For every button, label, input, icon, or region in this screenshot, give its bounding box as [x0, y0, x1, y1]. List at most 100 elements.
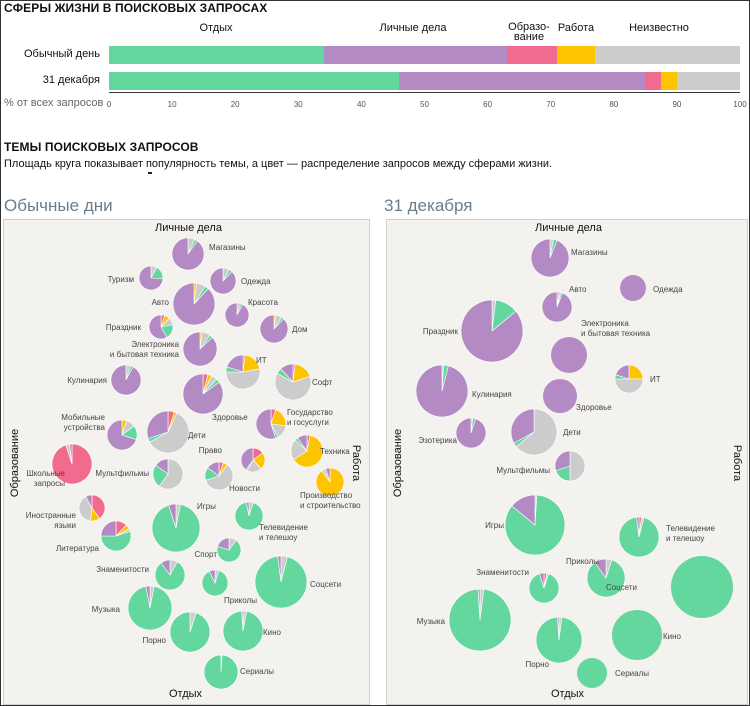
- topic-bubble: Мультфильмы: [496, 450, 586, 482]
- topic-bubble: Иностранные языки: [26, 494, 106, 530]
- bubble-label: Литература: [56, 544, 100, 553]
- bubble-label: Иностранные языки: [26, 511, 77, 530]
- bubble-label: Кулинария: [67, 376, 107, 385]
- axis-label-left: Образование: [392, 428, 404, 498]
- bubble-slice: [100, 520, 117, 537]
- x-tick-label: 90: [672, 100, 682, 109]
- topic-bubble: Кино: [612, 610, 682, 660]
- bubble-label: ИТ: [256, 356, 267, 365]
- topic-bubble: ИТ: [225, 354, 267, 390]
- bubble-label: Сериалы: [240, 667, 274, 676]
- bubble-panel-ordinary: Магазины Туризм Одежда Авто Красота Праздник Д…: [3, 219, 370, 705]
- bubble-slice: [148, 314, 168, 340]
- bar-baseline: [109, 92, 740, 93]
- topic-bubble: Кулинария: [415, 364, 512, 418]
- topic-bubble: Порно: [525, 616, 583, 669]
- bubble-slice: [203, 654, 239, 690]
- bubble-slice: [254, 555, 308, 609]
- topic-bubble: Новости: [204, 461, 260, 493]
- bubble-label: Новости: [229, 484, 260, 493]
- bubble-slice: [569, 450, 586, 482]
- bubble-slice: [145, 585, 151, 609]
- bubble-label: Магазины: [571, 248, 608, 257]
- bubble-label: Электроника и бытовая техника: [110, 340, 180, 359]
- topic-bubble: Право: [199, 446, 266, 473]
- topic-bubble: Туризм: [108, 265, 164, 291]
- topic-bubble: Игры: [151, 502, 216, 553]
- legend-label: Работа: [557, 22, 595, 34]
- x-axis-caption: % от всех запросов: [4, 97, 104, 109]
- x-tick-label: 80: [609, 100, 619, 109]
- stacked-bar-ordinary-day: [109, 46, 740, 64]
- bubble-slice: [543, 379, 577, 413]
- topic-bubble: Электроника и бытовая техника: [551, 319, 651, 373]
- bubble-label: Знаменитости: [96, 565, 149, 574]
- topic-bubble: Софт: [274, 363, 333, 401]
- bubble-slice: [293, 434, 324, 468]
- bubble-slice: [127, 586, 173, 631]
- x-tick-label: 50: [420, 100, 429, 109]
- bar-segment: [109, 46, 324, 64]
- bubble-label: Сериалы: [615, 669, 649, 678]
- bubble-label: Соцсети: [606, 583, 637, 592]
- x-tick-label: 0: [106, 100, 112, 109]
- bubble-label: Телевидение и телешоу: [259, 523, 308, 542]
- bubble-slice: [274, 372, 312, 401]
- topic-bubble: Приколы: [201, 569, 257, 605]
- bubble-label: Школьные запросы: [26, 469, 65, 488]
- bubble-slice: [325, 467, 331, 483]
- bubble-label: Праздник: [106, 323, 142, 332]
- bubble-slice: [207, 461, 220, 477]
- bubble-slice: [297, 434, 308, 452]
- bubble-slice: [671, 556, 733, 618]
- topic-bubble: Авто: [152, 282, 216, 326]
- bubble-label: Одежда: [241, 277, 271, 286]
- bubble-slice: [241, 610, 244, 632]
- bubble-slice: [620, 275, 646, 301]
- bubble-slice: [155, 458, 169, 475]
- bubble-slice: [612, 610, 662, 660]
- bubble-slice: [69, 443, 73, 465]
- bubble-label: Игры: [485, 521, 504, 530]
- bubble-slice: [240, 447, 254, 471]
- bubble-label: Право: [199, 446, 223, 455]
- bubble-slice: [577, 658, 607, 688]
- bubble-slice: [594, 558, 607, 579]
- topic-bubble: Дети: [510, 408, 581, 456]
- topic-bubble: Праздник: [423, 299, 524, 363]
- x-tick-label: 100: [733, 100, 747, 109]
- topic-bubble: Праздник: [106, 314, 174, 340]
- bubble-slice: [169, 611, 211, 653]
- topic-bubble: Кулинария: [67, 364, 142, 396]
- bubble-slice: [557, 616, 560, 641]
- bubble-slice: [538, 572, 545, 589]
- bubble-slice: [510, 408, 535, 444]
- bubble-label: Магазины: [209, 243, 246, 252]
- bubble-slice: [615, 364, 630, 380]
- bubble-label: Кино: [263, 628, 282, 637]
- topic-bubble: Дом: [259, 314, 307, 344]
- bubble-slice: [628, 364, 644, 380]
- bubble-slice: [636, 516, 640, 538]
- topic-bubble: Государство и госуслуги: [255, 408, 333, 440]
- bubble-slice: [515, 408, 558, 456]
- row-label-dec-31: 31 декабря: [42, 74, 100, 86]
- bubble-label: Спорт: [195, 550, 218, 559]
- bubble-slice: [511, 494, 536, 526]
- bubble-label: Производство и строительство: [300, 491, 361, 510]
- x-tick-label: 70: [546, 100, 556, 109]
- bubble-slice: [614, 378, 644, 394]
- bubble-label: Порно: [142, 636, 166, 645]
- bubble-slice: [91, 494, 106, 519]
- bubble-label: Здоровье: [576, 403, 612, 412]
- bubble-slice: [255, 408, 277, 440]
- topic-bubble: Дети: [146, 410, 206, 454]
- bubble-label: Эзотерика: [418, 436, 457, 445]
- bubble-label: Здоровье: [212, 413, 248, 422]
- bubble-label: Приколы: [224, 596, 257, 605]
- topic-bubble: Электроника и бытовая техника: [110, 331, 218, 367]
- bubble-label: Софт: [312, 378, 333, 387]
- bubble-slice: [154, 561, 186, 591]
- bubble-label: Дети: [188, 431, 206, 440]
- section-subtitle: Площадь круга показывает популярность те…: [4, 158, 553, 170]
